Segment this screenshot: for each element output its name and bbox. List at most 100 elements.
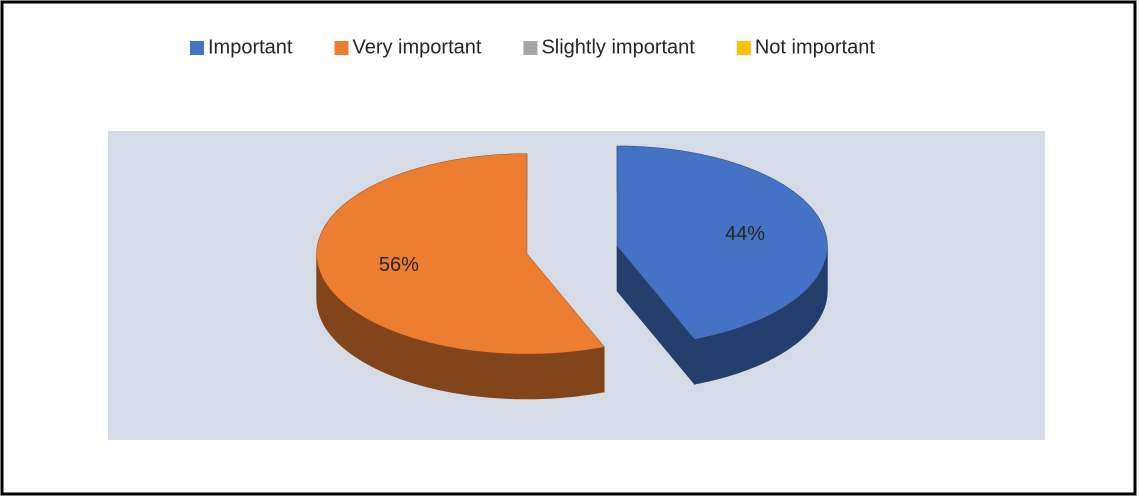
pie-side: [480, 350, 485, 398]
pie-side: [716, 332, 722, 380]
pie-side: [734, 327, 739, 375]
pie-side: [484, 351, 490, 398]
pie-side: [400, 333, 405, 381]
pie-side: [538, 353, 544, 400]
pie-side: [375, 322, 380, 371]
pie-side: [542, 352, 548, 399]
pie-side: [436, 343, 442, 391]
pie-top: [617, 146, 828, 340]
pie-side: [366, 318, 371, 367]
pie-side: [504, 352, 510, 399]
pie-side: [372, 321, 377, 370]
pie-side: [571, 350, 577, 397]
pie-top: [316, 153, 605, 354]
pie-side: [579, 349, 585, 397]
pie-side: [403, 334, 409, 382]
data-label: 56%: [379, 254, 419, 276]
pie-side: [496, 352, 502, 399]
pie-side: [417, 338, 423, 387]
pie-side: [530, 353, 536, 400]
pie-side: [397, 332, 402, 380]
pie-side: [775, 309, 779, 358]
legend-label: Not important: [755, 36, 875, 58]
pie-side: [727, 329, 732, 377]
pie-side: [697, 337, 703, 384]
pie-side: [471, 349, 477, 397]
pie-side: [364, 316, 368, 365]
legend-swatch: [736, 41, 751, 55]
pie-side: [757, 318, 762, 366]
data-label: 44%: [725, 223, 765, 245]
pie-side: [467, 349, 473, 396]
pie-side: [751, 321, 756, 369]
pie-side: [407, 335, 412, 383]
pie-side: [369, 319, 374, 368]
pie-side: [709, 334, 714, 382]
pie-side: [384, 326, 389, 375]
pie-side: [555, 352, 561, 399]
legend-swatch: [190, 41, 204, 55]
pie-side: [741, 324, 746, 373]
pie-side: [575, 350, 581, 397]
pie-side: [766, 314, 771, 362]
pie-side: [720, 331, 725, 379]
pie-side: [599, 346, 605, 394]
pie-side: [748, 322, 753, 370]
pie-side: [616, 245, 695, 386]
pie-side: [513, 353, 519, 400]
pie-side: [521, 353, 527, 400]
pie-side: [387, 328, 392, 376]
pie-side: [559, 351, 565, 399]
pie-side: [459, 348, 465, 395]
pie-side: [731, 328, 736, 376]
pie-side: [713, 333, 718, 381]
pie-side: [488, 351, 494, 398]
pie-side: [525, 353, 531, 400]
pie-side: [410, 336, 416, 385]
pie-slice: [316, 153, 605, 400]
pie-side: [534, 353, 540, 400]
pie-side: [421, 340, 427, 388]
pie-side: [705, 335, 711, 383]
pie-side: [763, 315, 768, 364]
pie-side: [440, 344, 445, 392]
pie-side: [701, 336, 707, 384]
legend-swatch: [523, 41, 538, 55]
pie-side: [509, 353, 515, 400]
pie-side: [591, 347, 597, 395]
pie-side: [492, 352, 498, 399]
pie-side: [393, 330, 399, 379]
pie-side: [517, 353, 523, 400]
legend-label: Important: [208, 36, 293, 58]
pie-side: [447, 346, 453, 393]
pie-side: [744, 323, 749, 371]
pie-side: [378, 324, 383, 372]
pie-side: [769, 312, 774, 361]
pie-side: [724, 330, 729, 378]
pie-side: [444, 345, 449, 393]
legend-label: Very important: [352, 36, 481, 58]
pie-side: [694, 337, 699, 385]
pie-side: [563, 351, 569, 398]
pie-side: [595, 347, 601, 394]
pie-side: [738, 326, 743, 374]
legend-swatch: [334, 41, 349, 55]
pie-slice: [616, 145, 828, 386]
pie-side: [546, 352, 552, 399]
pie-side: [760, 316, 765, 365]
pie-side: [432, 342, 438, 390]
pie-side: [550, 352, 556, 399]
pie-side: [414, 337, 419, 386]
pie-side: [451, 346, 457, 394]
pie-side: [567, 351, 573, 398]
pie-side: [772, 311, 776, 359]
pie-side: [475, 350, 481, 397]
pie-side: [390, 329, 395, 378]
pie-side: [425, 340, 430, 388]
pie-side: [428, 341, 434, 389]
pie-side: [583, 349, 589, 396]
legend-label: Slightly important: [541, 36, 695, 58]
pie-side: [463, 348, 469, 396]
pie-side: [754, 319, 759, 368]
